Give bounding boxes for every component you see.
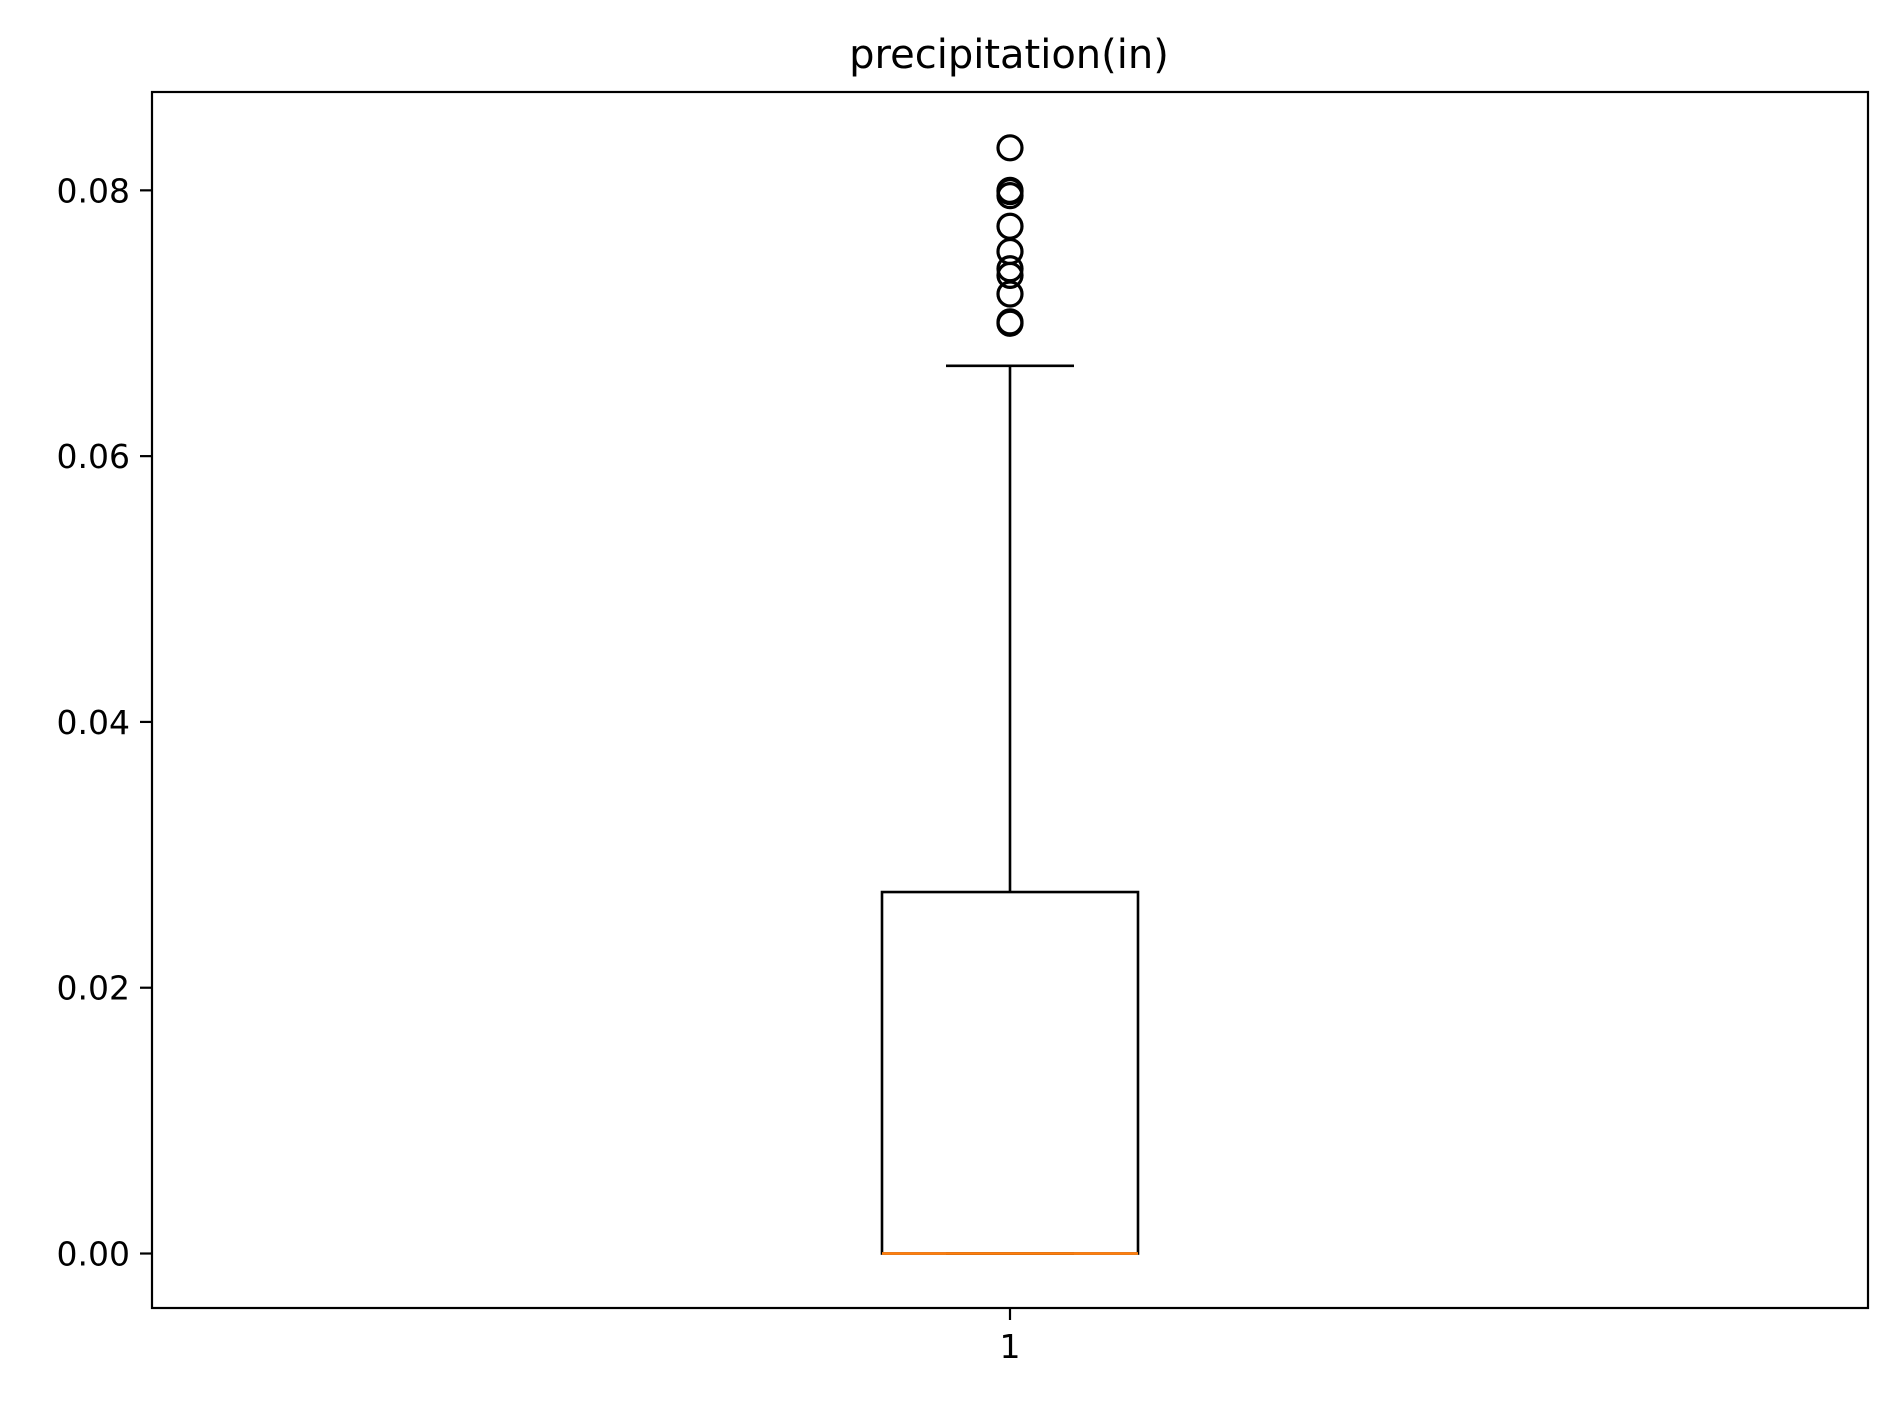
chart-title: precipitation(in) xyxy=(849,32,1169,78)
outlier-point xyxy=(996,308,1024,336)
outlier-point xyxy=(996,212,1024,240)
plot-layer xyxy=(880,134,1140,1255)
y-tick-label: 0.08 xyxy=(57,171,130,210)
y-tick-label: 0.04 xyxy=(57,703,130,742)
boxplot-group xyxy=(880,134,1140,1255)
outlier-point xyxy=(996,134,1024,162)
outlier-point xyxy=(996,255,1024,283)
x-axis: 1 xyxy=(1000,1308,1021,1366)
y-axis: 0.00 0.02 0.04 0.06 0.08 xyxy=(57,171,152,1274)
y-tick-label: 0.06 xyxy=(57,437,130,476)
outlier-point xyxy=(996,176,1024,204)
y-tick-label: 0.02 xyxy=(57,969,130,1008)
x-tick-label: 1 xyxy=(1000,1327,1021,1366)
y-tick-label: 0.00 xyxy=(57,1235,130,1274)
